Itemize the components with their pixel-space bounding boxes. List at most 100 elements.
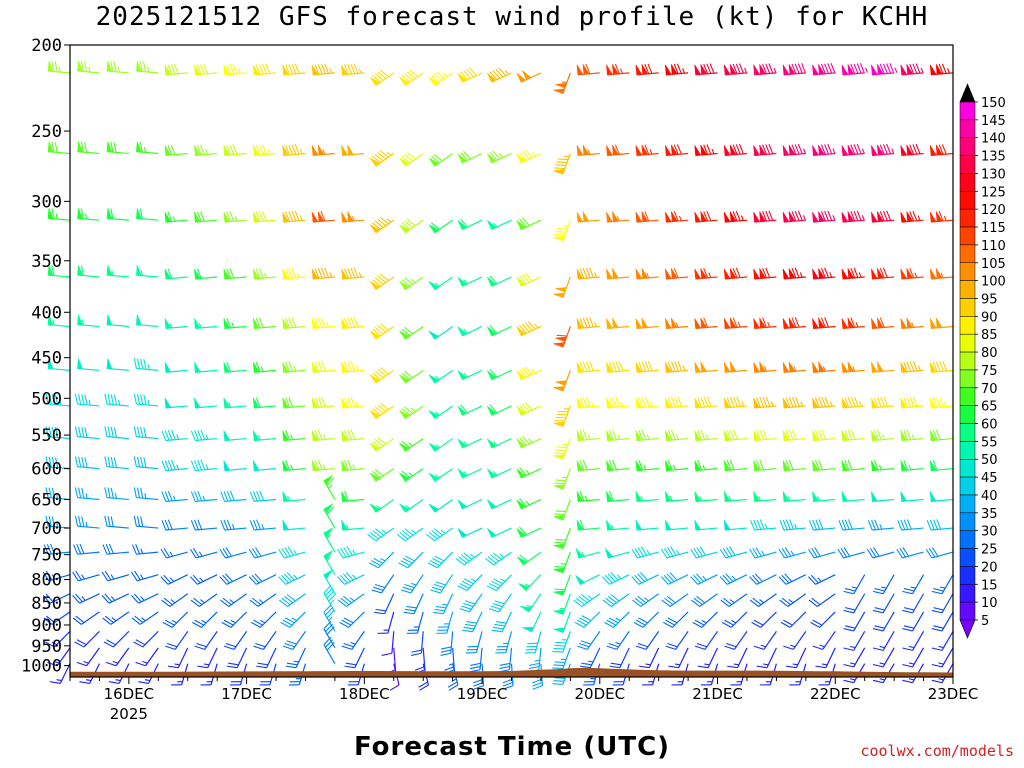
wind-barb: [900, 360, 924, 373]
wind-barb: [843, 631, 866, 651]
wind-barb: [43, 543, 71, 555]
wind-barb: [516, 321, 542, 337]
wind-barb: [164, 211, 188, 223]
wind-barb: [428, 498, 453, 513]
wind-barb: [631, 546, 659, 559]
wind-barb: [47, 358, 71, 371]
wind-barb: [606, 459, 630, 472]
wind-barb: [47, 647, 71, 667]
wind-barb: [694, 429, 718, 442]
pressure-axis: 200 250 300 350 400 450 500 550 600 650 700 750 800 8…: [21, 36, 70, 677]
colorbar-cell: [959, 566, 976, 585]
wind-barb: [606, 396, 630, 409]
colorbar-label: 120: [981, 203, 1006, 218]
wind-barb: [459, 593, 483, 613]
wind-barb: [812, 63, 836, 76]
wind-barb: [131, 570, 159, 582]
wind-barb: [925, 547, 954, 559]
wind-barb: [374, 593, 395, 615]
wind-barb: [167, 647, 189, 669]
wind-barb: [635, 63, 659, 76]
colorbar-cell: [959, 458, 976, 478]
wind-barb: [694, 491, 718, 503]
wind-barb: [753, 143, 777, 157]
wind-barb: [576, 490, 600, 503]
wind-barb: [219, 573, 247, 585]
wind-barb: [440, 631, 454, 656]
wind-barb: [341, 211, 365, 223]
wind-barb: [430, 574, 454, 594]
wind-barb: [660, 546, 689, 559]
wind-barb: [929, 429, 954, 442]
wind-barb: [576, 429, 600, 442]
wind-barb: [812, 631, 836, 650]
wind-barb: [553, 219, 571, 242]
wind-barb: [311, 429, 335, 442]
wind-barb: [160, 574, 188, 585]
wind-barb: [162, 611, 189, 628]
wind-barb: [812, 491, 836, 503]
wind-barb: [528, 647, 542, 673]
wind-barb: [223, 144, 247, 157]
wind-barb: [871, 63, 898, 76]
wind-barb: [194, 63, 218, 76]
wind-barb: [694, 396, 718, 409]
credit-link[interactable]: coolwx.com/models: [860, 742, 1014, 760]
wind-barb: [223, 460, 247, 472]
wind-barb: [782, 361, 806, 373]
wind-barb: [900, 143, 924, 157]
x-tick-label: 16DEC: [104, 685, 155, 703]
wind-barb: [553, 438, 571, 460]
wind-barb: [902, 574, 925, 595]
wind-barb: [660, 572, 689, 585]
wind-barb: [220, 490, 247, 503]
wind-barb: [72, 593, 100, 604]
y-tick-label: 200: [31, 36, 62, 56]
x-tick-sublabel: 2025: [110, 705, 148, 723]
wind-barb: [606, 490, 630, 503]
wind-barb: [428, 438, 453, 452]
wind-barb: [753, 459, 777, 472]
colorbar-label: 135: [981, 150, 1006, 165]
wind-barb: [278, 546, 306, 559]
wind-barb: [197, 647, 218, 669]
wind-barb: [724, 631, 748, 650]
wind-barb: [455, 551, 483, 566]
wind-barb: [553, 326, 571, 348]
wind-barbs: [42, 60, 954, 691]
wind-barb: [697, 647, 719, 669]
wind-barb: [931, 647, 954, 668]
wind-barb: [516, 217, 542, 231]
colorbar-cell: [959, 423, 976, 442]
wind-barb: [753, 267, 777, 280]
wind-barb: [665, 519, 689, 531]
wind-barb: [812, 317, 836, 329]
colorbar-cell: [959, 548, 976, 567]
wind-barb: [756, 647, 777, 669]
wind-barb: [280, 611, 306, 628]
wind-barb: [219, 547, 247, 559]
wind-barb: [76, 647, 100, 667]
wind-barb: [249, 519, 277, 531]
colorbar-cell: [959, 333, 976, 353]
wind-barb: [929, 491, 954, 503]
wind-barb: [341, 459, 365, 472]
wind-barb: [136, 60, 159, 74]
wind-barb: [323, 503, 336, 529]
y-tick-label: 1000: [21, 657, 62, 677]
wind-barb: [606, 211, 630, 223]
wind-barb: [369, 323, 395, 340]
wind-barb: [723, 143, 748, 157]
y-tick-label: 850: [31, 594, 62, 614]
wind-barb: [812, 267, 836, 280]
wind-barb: [635, 211, 659, 223]
wind-barb: [194, 144, 218, 157]
wind-barb: [341, 63, 365, 76]
wind-barb: [782, 63, 806, 76]
wind-barb: [194, 268, 218, 280]
wind-barb: [282, 519, 306, 531]
wind-barb: [929, 317, 954, 329]
wind-barb: [369, 468, 395, 482]
wind-barb: [399, 438, 424, 452]
wind-barb: [665, 211, 689, 223]
